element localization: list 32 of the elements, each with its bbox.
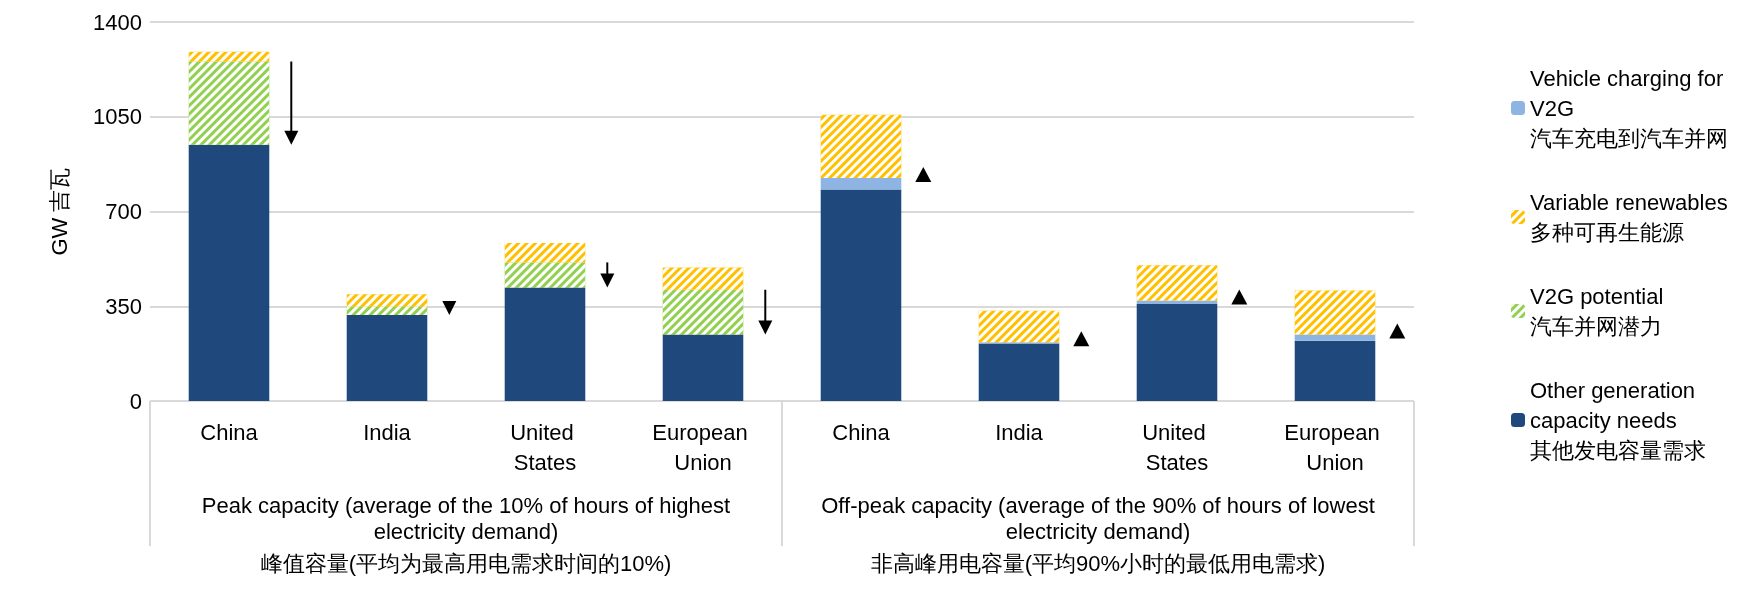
text: 非高峰用电容量(平均90%小时的最低用电需求) [869,551,1327,577]
bar [346,314,428,401]
y-tick-label: 0 [129,388,142,414]
y-tick-label: 350 [105,293,142,319]
bar [1136,304,1218,401]
y-axis-title: GW 吉瓦 [46,167,72,256]
bar [1294,334,1376,341]
x-tick-label: United States [510,419,580,475]
x-tick-label: India [363,419,412,445]
bar [504,287,586,401]
x-tick-label: European Union [652,419,754,475]
text: Peak capacity (average of the 10% of hours of highest electricity demand) [200,493,732,545]
legend-label: Vehicle charging for V2G 汽车充电到汽车并网 [1530,65,1730,151]
y-tick-label: 700 [105,199,142,224]
bar [662,334,744,401]
text: Off-peak capacity (average of the 90% of hours of lowest electricity demand) [820,493,1376,545]
x-tick-label: China [832,419,891,445]
text: 峰值容量(平均为最高用电需求时间的10%) [259,551,673,577]
legend-label: Other generation capacity needs 其他发电容量需求 [1530,377,1706,463]
bar [978,343,1060,401]
x-tick-label: India [995,419,1044,445]
y-tick-label: 1400 [93,9,142,35]
bar [1294,340,1376,401]
y-tick-label: 1050 [93,104,142,130]
legend-label: V2G potential 汽车并网潜力 [1530,283,1664,339]
bar [188,144,270,401]
x-tick-label: China [200,419,259,445]
x-tick-label: European Union [1284,419,1386,475]
bar [820,189,902,401]
bar [820,177,902,190]
x-tick-label: United States [1142,419,1212,475]
legend-label: Variable renewables 多种可再生能源 [1530,189,1728,245]
